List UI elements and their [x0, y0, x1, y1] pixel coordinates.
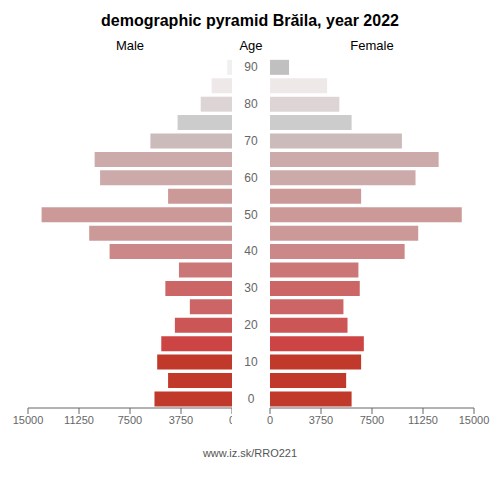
html-text:Male: Male: [115, 38, 145, 53]
svg-text:0: 0: [267, 414, 273, 426]
svg-text:11250: 11250: [64, 414, 94, 426]
svg-text:0: 0: [248, 392, 255, 406]
svg-text:3750: 3750: [169, 414, 193, 426]
svg-text:20: 20: [244, 318, 258, 332]
svg-text:90: 90: [244, 60, 258, 74]
html-text:demographic pyramid Brăila, ye: demographic pyramid Brăila, year 2022: [101, 12, 399, 29]
html-text:Female: Female: [350, 38, 394, 53]
svg-text:15000: 15000: [459, 414, 490, 426]
svg-text:15000: 15000: [13, 414, 44, 426]
svg-text:70: 70: [244, 134, 258, 148]
svg-text:30: 30: [244, 281, 258, 295]
html-text:www.iz.sk/RRO221: www.iz.sk/RRO221: [202, 447, 298, 459]
svg-text:10: 10: [244, 355, 258, 369]
svg-text:7500: 7500: [118, 414, 142, 426]
svg-text:50: 50: [244, 208, 258, 222]
svg-text:3750: 3750: [309, 414, 333, 426]
html-text:Age: Age: [239, 38, 263, 53]
svg-text:7500: 7500: [360, 414, 384, 426]
svg-text:11250: 11250: [408, 414, 438, 426]
svg-text:60: 60: [244, 171, 258, 185]
svg-text:80: 80: [244, 97, 258, 111]
svg-text:0: 0: [229, 414, 232, 426]
svg-text:40: 40: [244, 244, 258, 258]
